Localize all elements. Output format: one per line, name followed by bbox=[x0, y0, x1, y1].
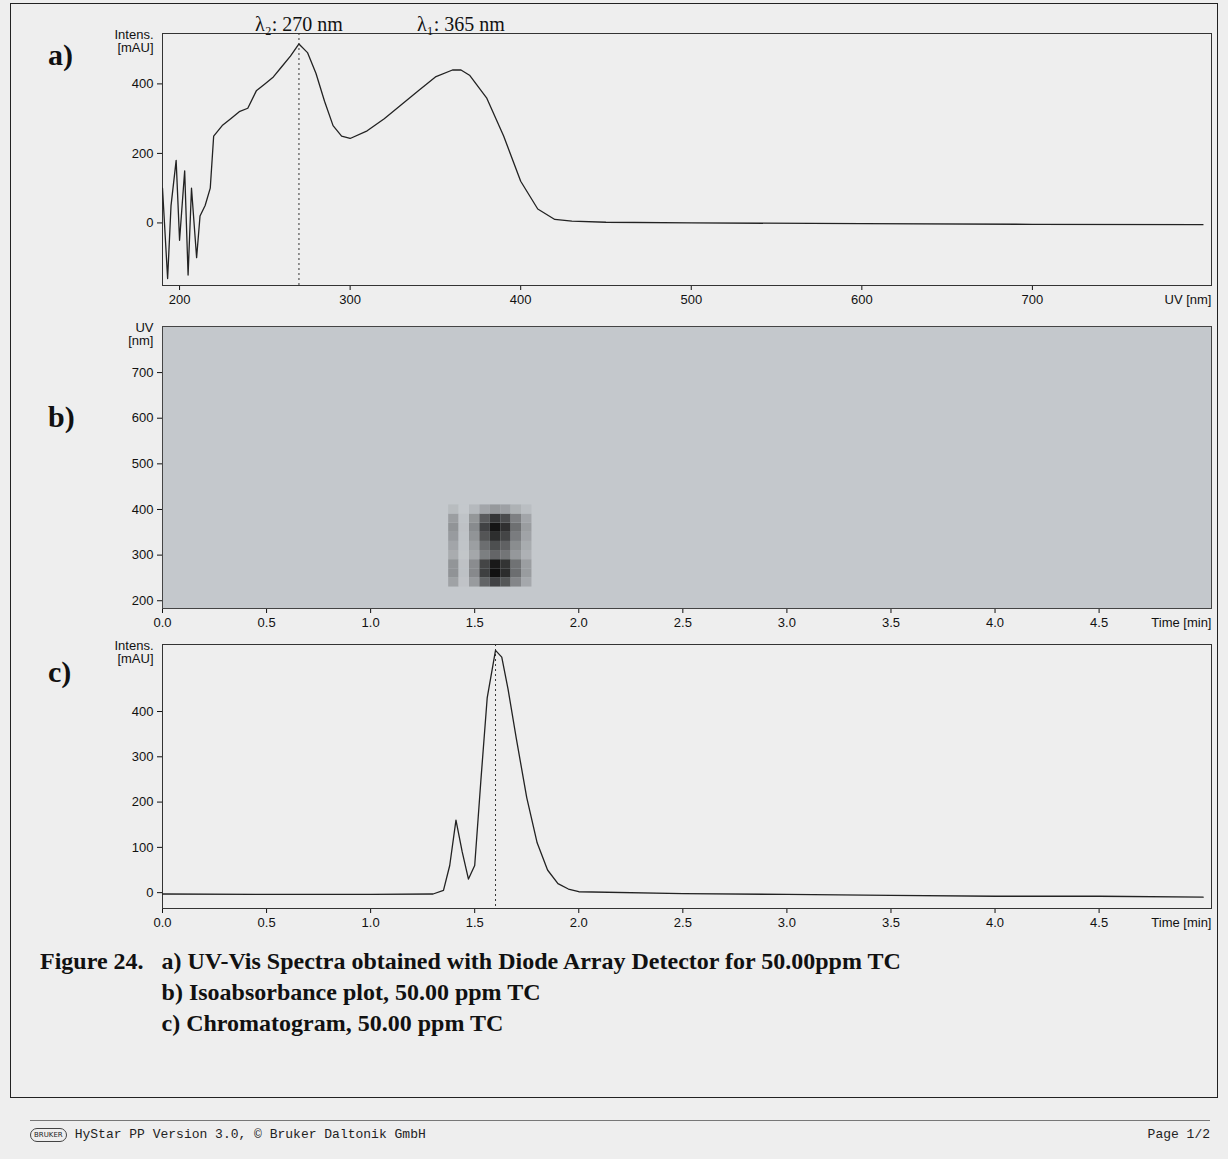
html-text:Figure 24.: Figure 24. bbox=[40, 948, 144, 974]
svg-text:λ₂: 270 nm: λ₂: 270 nm bbox=[255, 13, 343, 35]
html-text:c): c) bbox=[48, 655, 72, 688]
svg-text:1.5: 1.5 bbox=[466, 615, 484, 630]
svg-text:Intens.[mAU]: Intens.[mAU] bbox=[114, 27, 153, 55]
svg-text:300: 300 bbox=[132, 749, 154, 764]
svg-text:Time [min]: Time [min] bbox=[1151, 615, 1211, 630]
html-text:HyStar PP Version 3.0, © Bruke: HyStar PP Version 3.0, © Bruker Daltonik… bbox=[74, 1127, 426, 1142]
html-text:a) UV-Vis Spectra obtained wit: a) UV-Vis Spectra obtained with Diode Ar… bbox=[161, 948, 901, 974]
svg-text:400: 400 bbox=[132, 76, 154, 91]
svg-text:UV[nm]: UV[nm] bbox=[128, 320, 154, 348]
svg-text:1.0: 1.0 bbox=[362, 615, 380, 630]
svg-text:0: 0 bbox=[146, 885, 153, 900]
svg-text:0.0: 0.0 bbox=[153, 615, 171, 630]
svg-text:4.0: 4.0 bbox=[986, 915, 1004, 930]
svg-text:3.5: 3.5 bbox=[882, 615, 900, 630]
svg-text:3.0: 3.0 bbox=[778, 615, 796, 630]
svg-text:0.5: 0.5 bbox=[258, 915, 276, 930]
svg-text:4.5: 4.5 bbox=[1090, 615, 1108, 630]
svg-text:Time [min]: Time [min] bbox=[1151, 915, 1211, 930]
svg-text:2.5: 2.5 bbox=[674, 915, 692, 930]
svg-text:3.0: 3.0 bbox=[778, 915, 796, 930]
html-text:a): a) bbox=[48, 38, 73, 71]
svg-text:700: 700 bbox=[1022, 292, 1044, 307]
svg-text:400: 400 bbox=[132, 704, 154, 719]
svg-text:2.0: 2.0 bbox=[570, 615, 588, 630]
svg-text:2.0: 2.0 bbox=[570, 915, 588, 930]
svg-text:400: 400 bbox=[132, 502, 154, 517]
svg-text:400: 400 bbox=[510, 292, 532, 307]
html-text:c) Chromatogram, 50.00 ppm TC: c) Chromatogram, 50.00 ppm TC bbox=[161, 1010, 504, 1036]
svg-text:600: 600 bbox=[851, 292, 873, 307]
html-text:b) Isoabsorbance plot, 50.00 p: b) Isoabsorbance plot, 50.00 ppm TC bbox=[161, 979, 541, 1005]
svg-text:200: 200 bbox=[132, 146, 154, 161]
svg-text:4.5: 4.5 bbox=[1090, 915, 1108, 930]
html-text:b): b) bbox=[48, 400, 75, 433]
svg-text:500: 500 bbox=[132, 456, 154, 471]
svg-text:UV [nm]: UV [nm] bbox=[1165, 292, 1212, 307]
svg-text:0.5: 0.5 bbox=[258, 615, 276, 630]
svg-text:500: 500 bbox=[680, 292, 702, 307]
svg-text:1.0: 1.0 bbox=[362, 915, 380, 930]
svg-text:0.0: 0.0 bbox=[153, 915, 171, 930]
svg-text:λ₁: 365 nm: λ₁: 365 nm bbox=[417, 13, 505, 35]
svg-text:600: 600 bbox=[132, 410, 154, 425]
svg-text:200: 200 bbox=[169, 292, 191, 307]
svg-text:2.5: 2.5 bbox=[674, 615, 692, 630]
svg-text:200: 200 bbox=[132, 593, 154, 608]
svg-text:200: 200 bbox=[132, 794, 154, 809]
svg-text:3.5: 3.5 bbox=[882, 915, 900, 930]
svg-text:4.0: 4.0 bbox=[986, 615, 1004, 630]
svg-text:0: 0 bbox=[146, 215, 153, 230]
svg-text:300: 300 bbox=[339, 292, 361, 307]
svg-text:100: 100 bbox=[132, 840, 154, 855]
svg-text:700: 700 bbox=[132, 365, 154, 380]
svg-text:Intens.[mAU]: Intens.[mAU] bbox=[114, 638, 153, 666]
html-text:Page 1/2: Page 1/2 bbox=[1147, 1127, 1210, 1142]
svg-text:1.5: 1.5 bbox=[466, 915, 484, 930]
svg-text:300: 300 bbox=[132, 547, 154, 562]
html-text:BRUKER: BRUKER bbox=[34, 1130, 63, 1139]
